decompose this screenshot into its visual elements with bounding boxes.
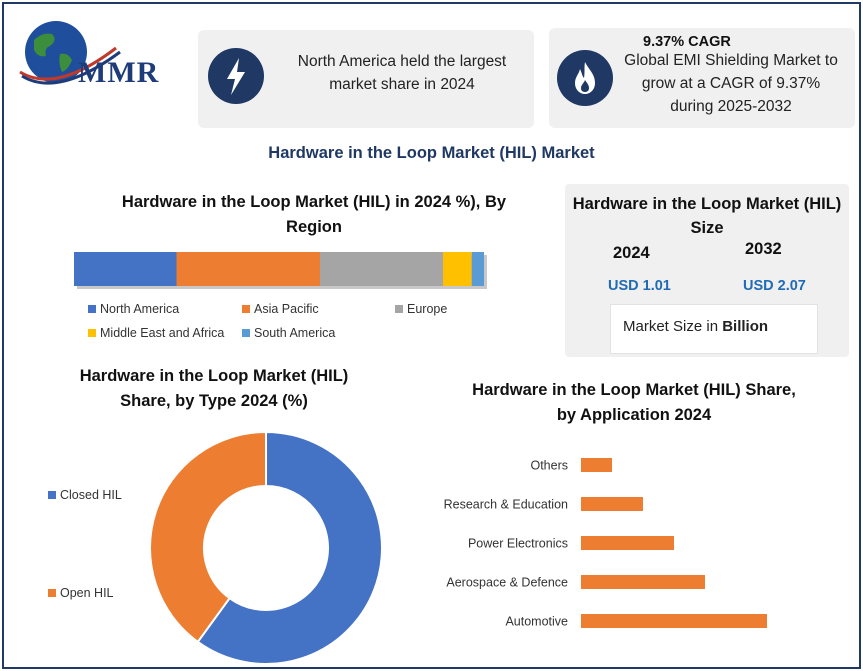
cagr-text: Global EMI Shielding Market to grow at a… [624, 52, 838, 115]
cagr-title: 9.37% CAGR [643, 34, 731, 50]
legend-open-hil: Open HIL [48, 586, 114, 600]
market-size-panel: Hardware in the Loop Market (HIL) Size 2… [565, 184, 849, 357]
legend-swatch [242, 329, 250, 337]
main-title: Hardware in the Loop Market (HIL) Market [268, 144, 595, 162]
legend-label: Europe [407, 302, 448, 316]
region-segment-europe [320, 252, 443, 286]
unit-box: Market Size in Billion [610, 304, 818, 354]
application-chart-title: Hardware in the Loop Market (HIL) Share,… [472, 381, 796, 424]
value-start: USD 1.01 [608, 278, 671, 294]
legend-swatch [48, 589, 56, 597]
region-segment-asia-pacific [176, 252, 320, 286]
type-donut-chart [149, 430, 383, 665]
application-bar [581, 614, 767, 628]
value-end: USD 2.07 [743, 278, 806, 294]
logo-text: MMR [78, 56, 160, 89]
legend-label: Open HIL [60, 586, 114, 600]
legend-north-america: North America [88, 302, 179, 316]
legend-swatch [395, 305, 403, 313]
application-bar [581, 536, 674, 550]
unit-bold: Billion [722, 318, 769, 335]
flame-icon [575, 62, 595, 94]
market-size-title: Hardware in the Loop Market (HIL) Size [572, 195, 842, 237]
highlight-card-cagr: 9.37% CAGR Global EMI Shielding Market t… [549, 28, 855, 128]
legend-label: Asia Pacific [254, 302, 319, 316]
globe-icon [19, 21, 121, 85]
legend-swatch [88, 305, 96, 313]
application-bar [581, 458, 612, 472]
application-label: Aerospace & Defence [446, 576, 568, 590]
application-label: Power Electronics [468, 537, 568, 551]
legend-swatch [88, 329, 96, 337]
legend-europe: Europe [395, 302, 447, 316]
legend-swatch [48, 491, 56, 499]
lightning-icon [227, 58, 245, 95]
region-stacked-bar [74, 252, 487, 289]
unit-text: Market Size in Billion [623, 318, 768, 335]
region-segment-middle-east-and-africa [443, 252, 472, 286]
icon-circle [557, 50, 613, 106]
legend-closed-hil: Closed HIL [48, 488, 122, 502]
mmr-logo: MMR [16, 18, 186, 96]
icon-circle [208, 48, 264, 104]
type-chart-title: Hardware in the Loop Market (HIL) Share,… [79, 367, 349, 410]
year-start: 2024 [613, 244, 650, 262]
region-segment-north-america [74, 252, 177, 286]
legend-asia-pacific: Asia Pacific [242, 302, 319, 316]
legend-south-america: South America [242, 326, 335, 340]
application-bar [581, 575, 705, 589]
application-label: Automotive [505, 615, 568, 629]
legend-label: Closed HIL [60, 488, 122, 502]
highlight-card-region: North America held the largest market sh… [198, 30, 534, 128]
application-label: Others [530, 459, 568, 473]
legend-swatch [242, 305, 250, 313]
application-bar [581, 497, 643, 511]
legend-label: South America [254, 326, 336, 340]
region-chart-title: Hardware in the Loop Market (HIL) in 202… [121, 193, 507, 236]
application-bar-chart: Others Research & Education Power Electron… [444, 458, 767, 629]
region-segment-south-america [471, 252, 484, 286]
donut-slice-open-hil [149, 430, 267, 644]
legend-label: Middle East and Africa [100, 326, 225, 340]
unit-prefix: Market Size in [623, 318, 719, 335]
application-label: Research & Education [444, 498, 568, 512]
year-end: 2032 [745, 240, 782, 258]
legend-label: North America [100, 302, 180, 316]
highlight-text: North America held the largest market sh… [297, 53, 507, 93]
donut-slice-closed-hil [196, 430, 383, 665]
legend-middle-east-africa: Middle East and Africa [88, 326, 224, 340]
